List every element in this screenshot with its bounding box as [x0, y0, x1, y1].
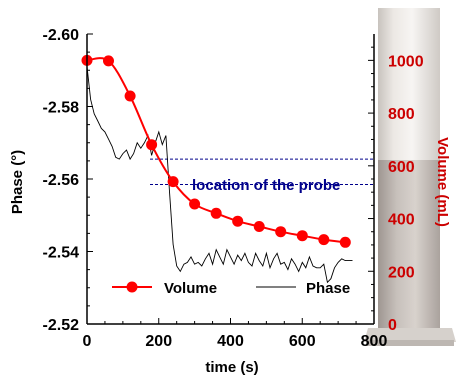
y-left-tick-label: -2.56: [43, 172, 80, 189]
y-right-tick-label: 1000: [388, 53, 424, 70]
x-tick-labels: 0 200 400 600 800: [83, 333, 388, 350]
y-right-tick-labels: 0 200 400 600 800 1000: [388, 53, 424, 334]
phase-line: [86, 66, 353, 284]
y-right-tick-label: 200: [388, 264, 415, 281]
y-left-tick-label: -2.58: [43, 100, 80, 117]
y-right-tick-label: 400: [388, 212, 415, 229]
probe-location-annotation: location of the probe: [192, 177, 340, 194]
volume-point: [296, 230, 308, 242]
volume-series: [81, 54, 351, 248]
y-left-tick-labels: -2.52 -2.54 -2.56 -2.58 -2.60: [43, 27, 80, 334]
volume-point: [146, 139, 158, 151]
y-left-tick-label: -2.52: [43, 317, 80, 334]
x-tick-label: 800: [361, 333, 388, 350]
graduated-cylinder-image: [364, 8, 456, 346]
volume-point: [232, 215, 244, 227]
volume-point: [103, 55, 114, 67]
legend: Volume Phase: [112, 280, 350, 297]
volume-point: [167, 176, 179, 188]
y-right-axis-title: Volume (mL): [434, 137, 451, 227]
legend-volume-marker: [126, 281, 138, 293]
volume-point: [189, 198, 201, 210]
volume-point: [210, 207, 222, 219]
legend-volume-label: Volume: [164, 280, 217, 297]
axes: [86, 33, 375, 325]
volume-point: [318, 234, 330, 246]
volume-point: [253, 221, 265, 232]
y-right-tick-label: 800: [388, 106, 415, 123]
x-tick-label: 600: [289, 333, 316, 350]
x-tick-label: 0: [83, 333, 92, 350]
volume-point: [124, 90, 136, 102]
x-axis-title: time (s): [205, 359, 258, 376]
x-tick-label: 200: [145, 333, 172, 350]
phase-series: [86, 66, 353, 284]
legend-phase-label: Phase: [306, 280, 350, 297]
x-tick-label: 400: [217, 333, 244, 350]
y-right-tick-label: 600: [388, 159, 415, 176]
y-right-tick-label: 0: [388, 317, 397, 334]
y-left-tick-label: -2.60: [43, 27, 80, 44]
y-left-axis-title: Phase (°): [9, 150, 26, 214]
volume-point: [339, 236, 351, 248]
volume-point: [275, 226, 287, 238]
y-left-tick-label: -2.54: [43, 245, 80, 262]
